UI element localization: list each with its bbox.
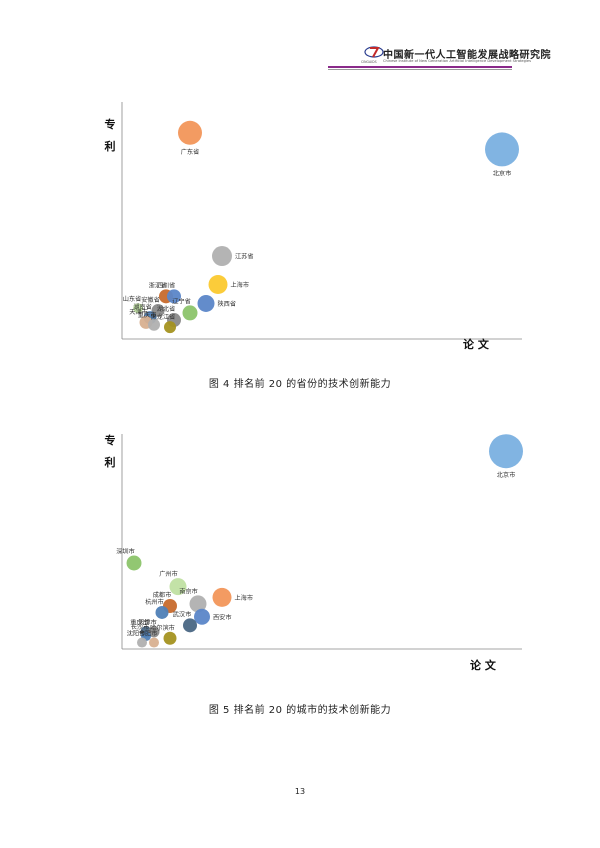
- bubble-label: 北京市: [493, 169, 512, 177]
- header-title: 中国新一代人工智能发展战略研究院: [383, 50, 551, 61]
- bubble-point: [133, 303, 143, 314]
- y-axis-label: 专: [105, 117, 116, 131]
- bubble-label: 北京市: [497, 471, 516, 479]
- x-axis-label: 论 文: [463, 337, 490, 351]
- bubble-label: 成都市: [153, 591, 172, 599]
- bubble-point: [148, 318, 160, 331]
- bubble-label: 广州市: [159, 570, 178, 578]
- y-axis-label: 利: [105, 139, 116, 153]
- bubble-label: 重庆市: [130, 618, 149, 626]
- bubble-point: [126, 555, 142, 571]
- bubble-point: [485, 132, 519, 167]
- bubble-label: 沈阳市: [127, 630, 146, 638]
- bubble-label: 合肥市: [139, 630, 158, 638]
- bubble-point: [148, 626, 160, 638]
- y-axis-label: 专: [105, 433, 116, 447]
- bubble-point: [212, 587, 232, 607]
- page-header: CINGAIDS 中国新一代人工智能发展战略研究院 Chinese Instit…: [0, 0, 600, 70]
- bubble-point: [212, 246, 232, 267]
- bubble-point: [137, 637, 147, 648]
- bubble-label: 杭州市: [145, 598, 164, 606]
- institute-logo: [364, 44, 398, 64]
- header-rule: [328, 66, 512, 68]
- bubble-label: 浙江省: [149, 281, 168, 289]
- bubble-point: [489, 434, 523, 469]
- bubble-label: 重庆市: [138, 311, 157, 319]
- bubble-label: 安徽省: [141, 296, 160, 304]
- bubble-point: [155, 605, 169, 619]
- bubble-label: 哈尔滨市: [150, 624, 175, 632]
- logo-icon: [364, 46, 384, 58]
- bubble-point: [167, 289, 181, 304]
- bubble-point: [189, 595, 207, 613]
- page-number: 13: [294, 787, 306, 796]
- bubble-point: [208, 274, 228, 294]
- y-axis-label: 利: [105, 455, 116, 469]
- figure-5-caption: 图 5 排名前 20 的城市的技术创新能力: [208, 705, 392, 716]
- bubble-label: 陕西省: [218, 300, 237, 308]
- bubble-point: [178, 120, 202, 145]
- bubble-label: 广东省: [181, 148, 200, 156]
- header-rule-thin: [328, 68, 512, 70]
- bubble-label: 长沙市: [131, 623, 150, 631]
- bubble-point: [163, 631, 177, 645]
- logo-text: CINGAIDS: [361, 60, 377, 64]
- figure-4-caption: 图 4 排名前 20 的省份的技术创新能力: [208, 379, 392, 390]
- bubble-point: [194, 608, 210, 625]
- bubble-point: [197, 294, 215, 312]
- bubble-point: [149, 637, 159, 648]
- x-axis-label: 论 文: [470, 658, 497, 672]
- bubble-label: 湖南省: [133, 303, 152, 311]
- bubble-point: [183, 618, 197, 633]
- bubble-label: 四川省: [157, 281, 176, 289]
- header-subtitle: Chinese Institute of New Generation Arti…: [383, 59, 532, 63]
- bubble-label: 上海市: [231, 281, 250, 289]
- bubble-label: 湖北省: [157, 305, 176, 313]
- bubble-point: [164, 321, 176, 334]
- bubble-point: [182, 305, 198, 321]
- bubble-label: 上海市: [235, 594, 254, 602]
- bubble-label: 辽宁省: [172, 297, 191, 305]
- bubble-label: 山东省: [123, 295, 142, 303]
- bubble-label: 黑龙江省: [151, 313, 176, 321]
- bubble-label: 深圳市: [116, 548, 135, 556]
- bubble-label: 天津市: [138, 618, 157, 626]
- bubble-label: 西安市: [213, 613, 232, 621]
- bubble-label: 武汉市: [173, 610, 192, 618]
- bubble-point: [169, 578, 187, 596]
- bubble-label: 天津市: [129, 308, 148, 316]
- bubble-label: 南京市: [179, 587, 198, 595]
- bubble-label: 江苏省: [235, 253, 254, 261]
